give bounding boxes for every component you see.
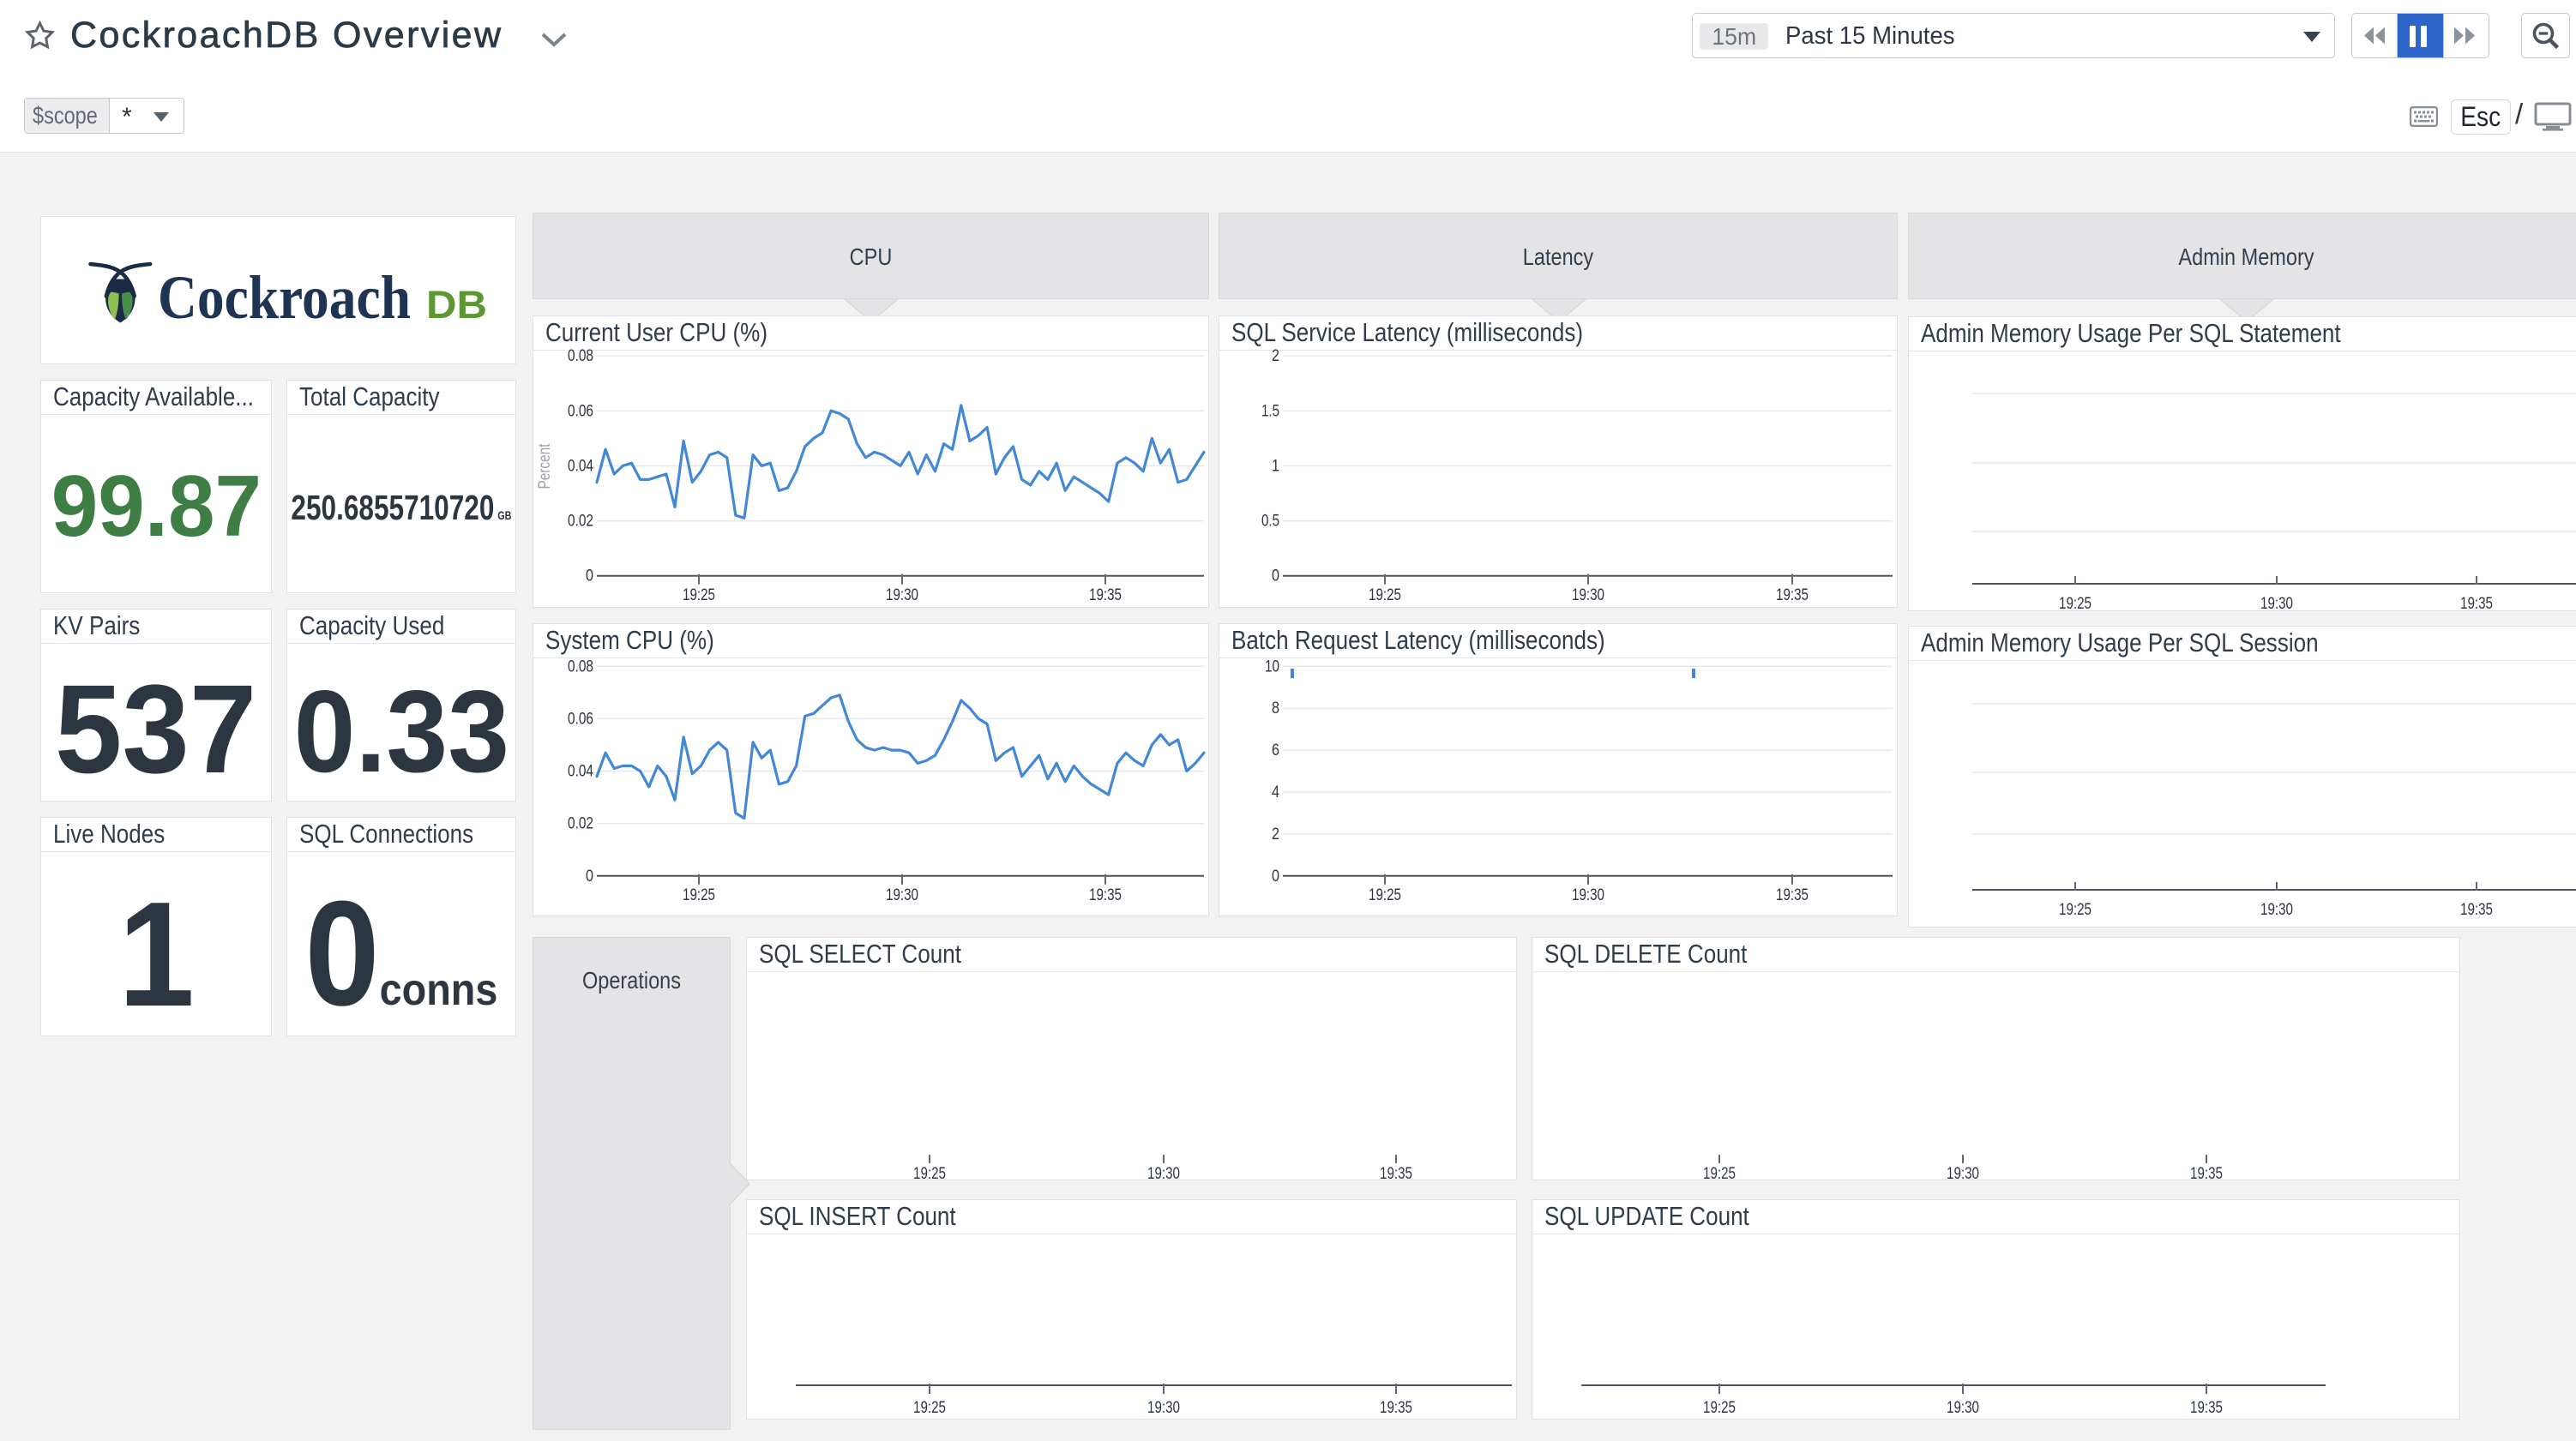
svg-text:19:25: 19:25	[683, 886, 715, 904]
svg-text:19:30: 19:30	[2260, 595, 2293, 612]
svg-text:19:25: 19:25	[913, 1399, 946, 1417]
svg-text:19:35: 19:35	[1089, 886, 1122, 904]
svg-text:19:35: 19:35	[2460, 595, 2493, 612]
svg-text:10: 10	[1265, 657, 1279, 675]
svg-text:19:25: 19:25	[1369, 886, 1401, 904]
svg-text:Cockroach: Cockroach	[158, 263, 411, 332]
svg-text:Percent: Percent	[536, 443, 554, 489]
svg-text:19:30: 19:30	[886, 586, 918, 604]
svg-text:19:25: 19:25	[913, 1165, 946, 1181]
svg-text:19:30: 19:30	[1572, 586, 1604, 604]
svg-text:1.5: 1.5	[1261, 402, 1279, 420]
svg-text:19:30: 19:30	[1147, 1165, 1180, 1181]
svg-text:19:30: 19:30	[1572, 886, 1604, 904]
svg-text:19:25: 19:25	[683, 586, 715, 604]
svg-text:19:30: 19:30	[1947, 1399, 1979, 1417]
svg-text:19:35: 19:35	[2190, 1165, 2223, 1181]
svg-text:2: 2	[1272, 826, 1279, 844]
svg-text:0: 0	[1272, 868, 1279, 886]
svg-text:19:25: 19:25	[1703, 1165, 1736, 1181]
svg-text:19:30: 19:30	[1947, 1165, 1979, 1181]
svg-text:8: 8	[1272, 699, 1279, 717]
svg-text:6: 6	[1272, 742, 1279, 760]
svg-text:1: 1	[1272, 457, 1279, 475]
svg-text:19:30: 19:30	[1147, 1399, 1180, 1417]
svg-text:0.04: 0.04	[568, 457, 593, 475]
svg-text:19:25: 19:25	[2059, 901, 2091, 919]
svg-text:0: 0	[586, 567, 593, 585]
svg-text:0.08: 0.08	[568, 657, 593, 675]
svg-text:19:35: 19:35	[1776, 586, 1809, 604]
svg-text:19:25: 19:25	[2059, 595, 2091, 612]
svg-text:19:35: 19:35	[1380, 1399, 1412, 1417]
svg-text:19:35: 19:35	[2190, 1399, 2223, 1417]
svg-text:0.02: 0.02	[568, 815, 593, 833]
svg-text:19:35: 19:35	[1380, 1165, 1412, 1181]
svg-text:0.04: 0.04	[568, 763, 593, 781]
svg-text:0.06: 0.06	[568, 710, 593, 728]
svg-text:0.5: 0.5	[1261, 513, 1279, 531]
svg-text:19:25: 19:25	[1369, 586, 1401, 604]
svg-text:19:35: 19:35	[2460, 901, 2493, 919]
svg-text:0: 0	[1272, 567, 1279, 585]
svg-text:19:30: 19:30	[886, 886, 918, 904]
svg-text:0: 0	[586, 868, 593, 886]
svg-text:4: 4	[1272, 784, 1279, 802]
svg-text:19:35: 19:35	[1776, 886, 1809, 904]
svg-text:DB: DB	[426, 283, 487, 327]
svg-text:19:35: 19:35	[1089, 586, 1122, 604]
svg-text:19:25: 19:25	[1703, 1399, 1736, 1417]
svg-text:0.02: 0.02	[568, 513, 593, 531]
svg-text:0.06: 0.06	[568, 402, 593, 420]
svg-text:19:30: 19:30	[2260, 901, 2293, 919]
